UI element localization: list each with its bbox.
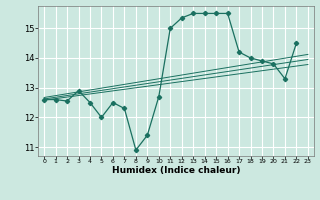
- X-axis label: Humidex (Indice chaleur): Humidex (Indice chaleur): [112, 166, 240, 175]
